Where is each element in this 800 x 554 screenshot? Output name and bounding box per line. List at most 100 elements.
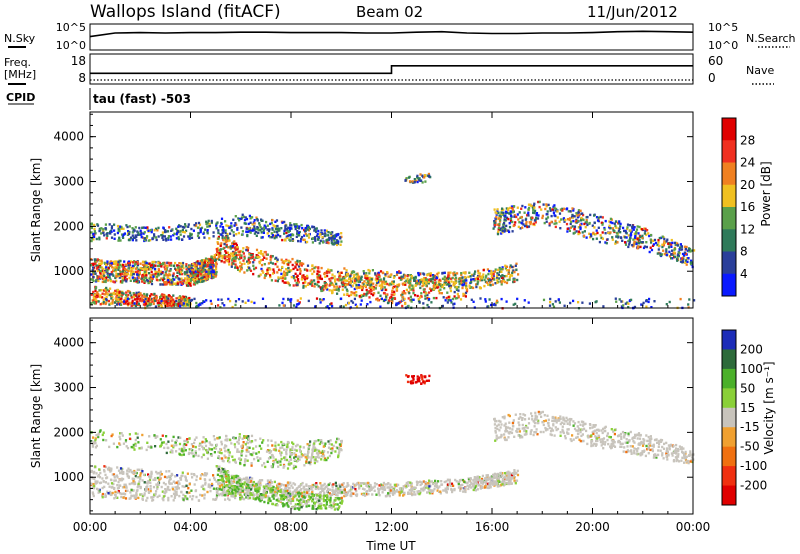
power-cell bbox=[454, 285, 457, 289]
power-cell bbox=[412, 292, 415, 295]
power-cell bbox=[100, 302, 104, 305]
power-cell bbox=[110, 270, 113, 274]
power-cell bbox=[446, 301, 449, 304]
power-cell bbox=[618, 227, 621, 231]
power-cell bbox=[524, 206, 527, 209]
power-cell bbox=[236, 266, 239, 270]
velocity-cell bbox=[124, 489, 128, 493]
velocity-cell bbox=[211, 484, 214, 487]
power-cell bbox=[386, 271, 389, 274]
power-cell bbox=[137, 276, 140, 279]
power-cell bbox=[177, 225, 180, 228]
power-cell bbox=[206, 275, 210, 278]
power-cell bbox=[90, 264, 93, 267]
power-cell bbox=[126, 297, 129, 300]
power-cell bbox=[516, 297, 519, 301]
power-cell bbox=[516, 213, 519, 216]
power-cell bbox=[196, 234, 200, 238]
power-cell bbox=[206, 230, 209, 234]
power-cell bbox=[443, 271, 446, 275]
power-cell bbox=[563, 207, 566, 210]
power-cell bbox=[502, 227, 505, 230]
power-cell bbox=[118, 263, 122, 267]
power-cell bbox=[679, 297, 682, 301]
power-cell bbox=[530, 204, 533, 208]
power-cell bbox=[213, 259, 216, 262]
power-cell bbox=[260, 250, 263, 253]
power-cell bbox=[477, 274, 480, 278]
power-cell bbox=[149, 274, 152, 277]
power-cell bbox=[516, 206, 519, 209]
power-cell bbox=[294, 279, 297, 282]
velocity-cell bbox=[256, 482, 259, 485]
power-cell bbox=[132, 292, 135, 295]
power-cell bbox=[681, 257, 684, 260]
velocity-cell bbox=[295, 488, 298, 491]
power-colorbar-tick: 12 bbox=[740, 222, 755, 236]
power-cell bbox=[159, 296, 162, 299]
power-cell bbox=[252, 272, 255, 276]
power-cell bbox=[168, 282, 171, 285]
power-cell bbox=[154, 297, 157, 300]
power-cell bbox=[93, 272, 96, 275]
power-cell bbox=[513, 278, 516, 281]
power-cell bbox=[286, 227, 289, 231]
power-cell bbox=[208, 237, 211, 240]
power-cell bbox=[645, 245, 648, 249]
power-cell bbox=[197, 280, 200, 283]
power-cell bbox=[510, 274, 514, 277]
power-cell bbox=[504, 267, 507, 270]
power-cell bbox=[212, 276, 215, 279]
power-cell bbox=[418, 178, 421, 182]
power-cell bbox=[344, 303, 348, 307]
power-cell bbox=[573, 215, 576, 218]
power-cell bbox=[209, 273, 212, 276]
power-cell bbox=[332, 239, 336, 242]
power-cell bbox=[650, 306, 653, 309]
power-cell bbox=[509, 219, 513, 222]
power-cell bbox=[357, 280, 360, 283]
power-cell bbox=[157, 299, 160, 302]
power-cell bbox=[105, 237, 108, 240]
power-cell bbox=[421, 281, 424, 285]
power-cell bbox=[549, 209, 552, 212]
velocity-cell bbox=[459, 484, 462, 487]
power-cell bbox=[261, 258, 264, 261]
power-cell bbox=[282, 304, 285, 307]
power-cell bbox=[280, 258, 283, 261]
velocity-cell bbox=[101, 494, 104, 497]
velocity-cell bbox=[276, 484, 279, 487]
power-cell bbox=[371, 269, 374, 272]
power-cell bbox=[355, 273, 358, 276]
power-cell bbox=[117, 298, 120, 301]
power-cell bbox=[512, 269, 515, 272]
power-cell bbox=[486, 277, 489, 281]
power-cell bbox=[531, 216, 534, 220]
power-cell bbox=[208, 259, 211, 262]
power-cell bbox=[449, 289, 452, 293]
power-cell bbox=[470, 281, 473, 284]
power-cell bbox=[139, 293, 143, 297]
power-cell bbox=[350, 273, 353, 276]
power-cell bbox=[333, 275, 336, 278]
power-cell bbox=[335, 288, 338, 291]
power-cell bbox=[319, 277, 322, 280]
power-cell bbox=[597, 216, 600, 219]
power-cell bbox=[144, 302, 147, 305]
power-cell bbox=[451, 276, 454, 280]
power-cell bbox=[680, 245, 683, 248]
power-cell bbox=[131, 299, 134, 302]
power-cell bbox=[114, 268, 117, 271]
power-cell bbox=[92, 296, 95, 299]
velocity-cell bbox=[409, 484, 412, 487]
power-cell bbox=[160, 300, 163, 303]
power-cell bbox=[290, 275, 293, 279]
power-cell bbox=[182, 303, 185, 307]
power-cell bbox=[243, 218, 247, 222]
power-cell bbox=[224, 231, 227, 235]
power-cell bbox=[263, 256, 266, 259]
power-cell bbox=[588, 222, 591, 225]
power-cell bbox=[575, 219, 578, 223]
velocity-cell bbox=[99, 471, 102, 475]
power-cell bbox=[427, 273, 430, 276]
